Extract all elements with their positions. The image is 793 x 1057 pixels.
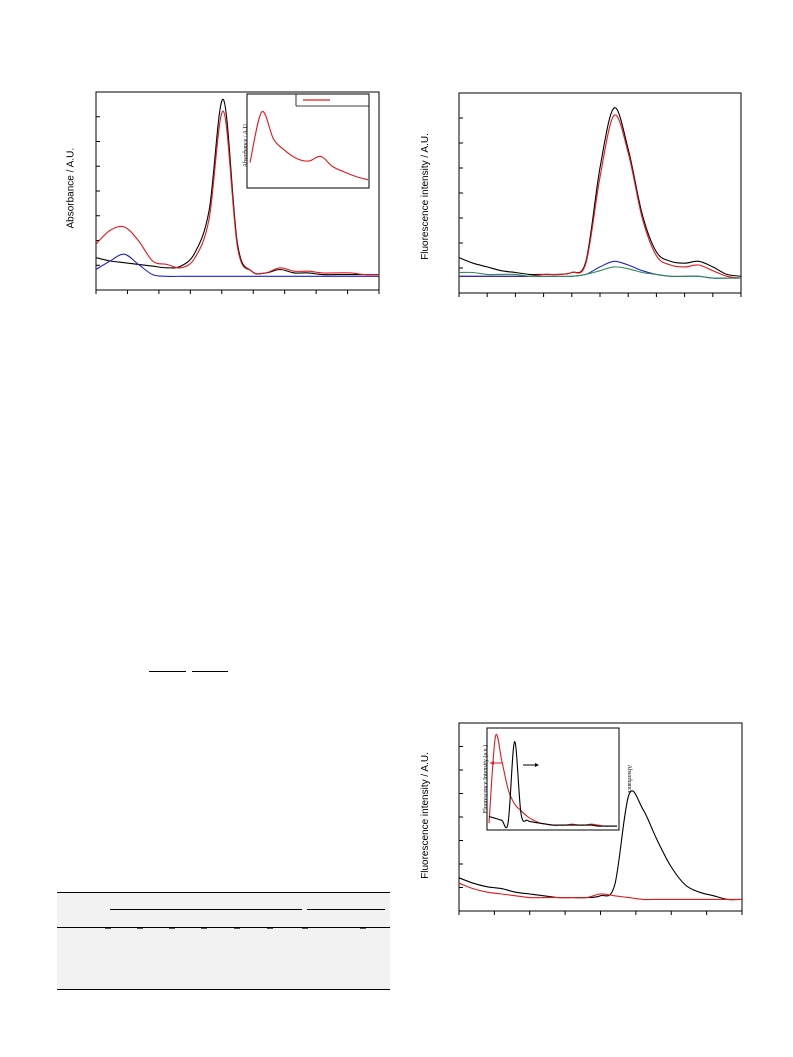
absorbance-inset-ylabel: Absorbance / A.U. [243, 122, 249, 168]
fluorescence-top-series-line-4 [458, 266, 741, 279]
table-cell-dash [360, 928, 366, 929]
fluorescence-top-series-line-2 [458, 114, 742, 279]
absorbance-plot [95, 91, 380, 294]
x-ticks [95, 290, 380, 294]
table-group-rule-2 [307, 909, 385, 910]
fluorescence-bottom-plot [458, 722, 743, 915]
separator-line-1 [149, 671, 186, 672]
table-cell-dash [302, 928, 308, 929]
table-header-rule [57, 927, 390, 928]
table-cell-dash [169, 928, 175, 929]
y-ticks [96, 91, 100, 291]
table-top-rule [57, 892, 390, 893]
separator-line-2 [192, 671, 228, 672]
fluorescence-bottom-inset-series-line-2 [488, 741, 617, 829]
fluorescence-top-series-line-1 [458, 107, 742, 277]
x-ticks [458, 293, 742, 297]
fluorescence-bottom-inset-ylabel-right: Absorbance [626, 764, 632, 794]
table-cell-dash [137, 928, 143, 929]
table-cell-dash [234, 928, 240, 929]
absorbance-series-line-2 [95, 110, 380, 276]
inset-frame [246, 93, 370, 189]
table-bottom-rule [57, 989, 390, 990]
fluorescence-bottom-inset [486, 727, 620, 831]
absorbance-inset [246, 93, 370, 189]
absorbance-inset-series-line-1 [249, 111, 369, 181]
table-cell-dash [201, 928, 207, 929]
plot-frame [458, 92, 742, 294]
table-cell-dash [105, 928, 111, 929]
table-group-rule-1 [110, 909, 302, 910]
y-ticks [459, 722, 463, 912]
fluorescence-bottom-inset-ylabel-left: Fluorescence Intensity (a.u.) [483, 744, 489, 814]
fluorescence-top-plot [458, 92, 742, 297]
right-arrow-head [535, 763, 539, 767]
x-ticks [458, 911, 743, 915]
fluorescence-bottom-series-line-1 [458, 790, 743, 901]
inset-frame [486, 727, 620, 831]
fluorescence-bottom-ylabel: Fluorescence intensity / A.U. [420, 752, 431, 879]
table-cell-dash [267, 928, 273, 929]
fluorescence-top-ylabel: Fluorescence intensity / A.U. [420, 133, 431, 260]
absorbance-series-line-3 [95, 253, 379, 277]
fluorescence-bottom-series-line-2 [458, 882, 742, 901]
fluorescence-top-series-line-3 [458, 260, 741, 279]
table-background [57, 893, 390, 989]
left-arrow-head [490, 761, 494, 765]
y-ticks [459, 92, 463, 294]
absorbance-ylabel: Absorbance / A.U. [65, 147, 77, 229]
